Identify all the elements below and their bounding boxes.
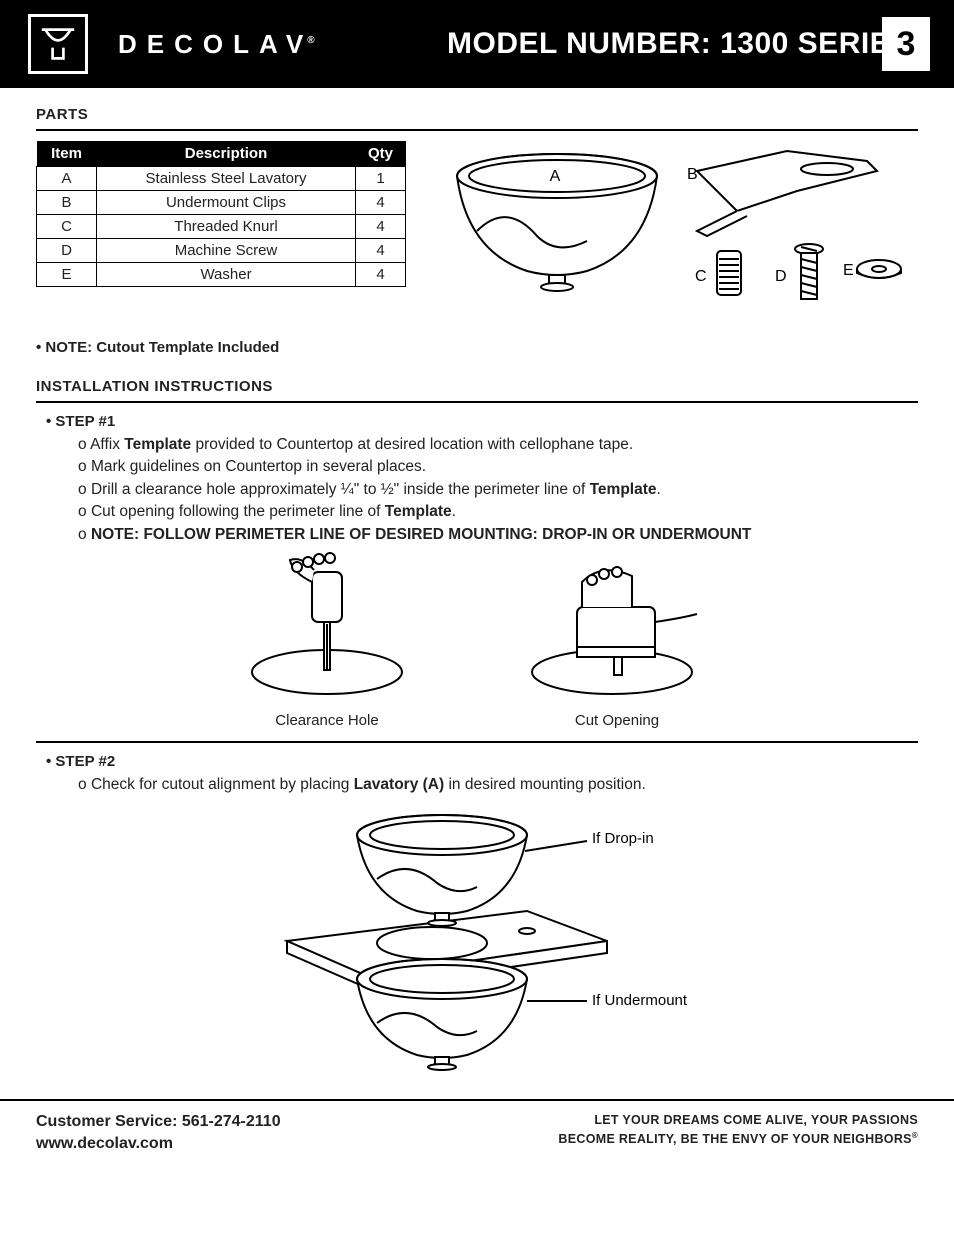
- brand-logo: [28, 14, 88, 74]
- brand-mark: ®: [307, 35, 314, 46]
- footer-url: www.decolav.com: [36, 1133, 281, 1155]
- step2-title: STEP #2: [46, 753, 918, 770]
- fig-clearance-hole: Clearance Hole: [242, 552, 412, 729]
- brand-text: DECOLAV: [118, 29, 313, 59]
- step1-line: Cut opening following the perimeter line…: [78, 501, 918, 523]
- table-row: EWasher4: [37, 263, 406, 287]
- step2-body: Check for cutout alignment by placing La…: [78, 774, 918, 796]
- th-item: Item: [37, 141, 97, 167]
- th-desc: Description: [97, 141, 356, 167]
- table-row: BUndermount Clips4: [37, 191, 406, 215]
- step1-line: Affix Template provided to Countertop at…: [78, 434, 918, 456]
- parts-diagram: A B C D E: [436, 141, 918, 331]
- step1-line: Drill a clearance hole approximately ¼" …: [78, 479, 918, 501]
- step1-title: STEP #1: [46, 413, 918, 430]
- table-row: AStainless Steel Lavatory1: [37, 167, 406, 191]
- label-b: B: [687, 166, 698, 183]
- header-bar: DECOLAV® MODEL NUMBER: 1300 SERIES 3: [0, 0, 954, 88]
- fig-cut-opening: Cut Opening: [522, 552, 712, 729]
- note-cutout: NOTE: Cutout Template Included: [36, 339, 918, 356]
- table-row: CThreaded Knurl4: [37, 215, 406, 239]
- parts-table: Item Description Qty AStainless Steel La…: [36, 141, 406, 287]
- step2-line: Check for cutout alignment by placing La…: [78, 774, 918, 796]
- page-number: 3: [882, 17, 930, 71]
- caption-cutopening: Cut Opening: [522, 712, 712, 729]
- tagline2: BECOME REALITY, BE THE ENVY OF YOUR NEIG…: [558, 1130, 918, 1149]
- label-c: C: [695, 268, 707, 285]
- step1-figures: Clearance Hole Cut Opening: [36, 552, 918, 729]
- model-number: MODEL NUMBER: 1300 SERIES: [447, 27, 911, 61]
- step1-body: Affix Template provided to Countertop at…: [78, 434, 918, 546]
- section-install-title: INSTALLATION INSTRUCTIONS: [36, 374, 918, 403]
- mount-figure: If Drop-in If Undermount: [36, 811, 918, 1071]
- tagline1: LET YOUR DREAMS COME ALIVE, YOUR PASSION…: [558, 1111, 918, 1130]
- label-undermount: If Undermount: [592, 992, 688, 1009]
- customer-service: Customer Service: 561-274-2110: [36, 1111, 281, 1133]
- caption-clearance: Clearance Hole: [242, 712, 412, 729]
- step1-line: Mark guidelines on Countertop in several…: [78, 456, 918, 478]
- step1-note: NOTE: FOLLOW PERIMETER LINE OF DESIRED M…: [78, 524, 918, 546]
- label-dropin: If Drop-in: [592, 830, 654, 847]
- footer-right: LET YOUR DREAMS COME ALIVE, YOUR PASSION…: [558, 1111, 918, 1149]
- label-d: D: [775, 268, 787, 285]
- label-e: E: [843, 262, 854, 279]
- table-row: DMachine Screw4: [37, 239, 406, 263]
- label-a: A: [550, 168, 561, 185]
- section-parts-title: PARTS: [36, 102, 918, 131]
- divider: [36, 741, 918, 743]
- footer: Customer Service: 561-274-2110 www.decol…: [0, 1099, 954, 1156]
- footer-left: Customer Service: 561-274-2110 www.decol…: [36, 1111, 281, 1156]
- brand-name: DECOLAV®: [118, 29, 315, 60]
- th-qty: Qty: [356, 141, 406, 167]
